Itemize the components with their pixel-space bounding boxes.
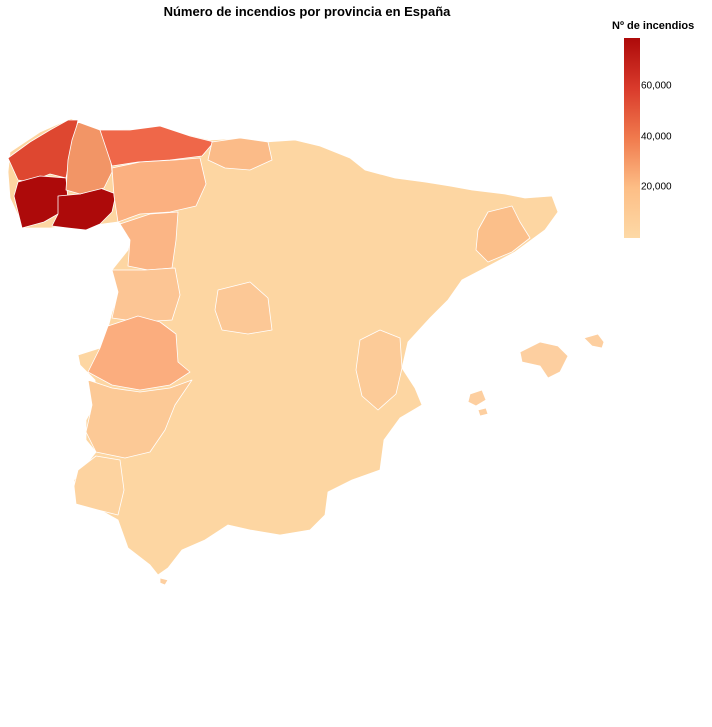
legend-tick-40000 xyxy=(640,137,644,138)
province-valencia xyxy=(355,329,403,411)
province-caceres xyxy=(87,315,191,391)
province-asturias xyxy=(99,125,215,167)
island-formentera xyxy=(477,407,489,417)
legend-title: Nº de incendios xyxy=(612,20,695,32)
province-salamanca xyxy=(111,267,181,323)
legend-tick-60000 xyxy=(640,86,644,87)
province-pontevedra xyxy=(13,175,69,229)
legend-tick-20000 xyxy=(640,187,644,188)
map-title: Número de incendios por provincia en Esp… xyxy=(163,4,451,19)
island-menorca xyxy=(583,333,605,349)
province-badajoz xyxy=(85,379,193,459)
province-zamora xyxy=(119,211,179,271)
province-huelva xyxy=(73,455,125,516)
province-cantabria xyxy=(207,137,273,171)
province-avila xyxy=(214,281,273,335)
legend-label-20000: 20,000 xyxy=(641,181,672,193)
island-small xyxy=(159,577,169,586)
legend-label-60000: 60,000 xyxy=(641,80,672,92)
island-ibiza xyxy=(467,389,487,407)
legend: Nº de incendios 60,000 40,000 20,000 xyxy=(612,20,712,250)
province-leon xyxy=(111,157,207,223)
island-mallorca xyxy=(519,341,569,379)
legend-color-bar xyxy=(624,38,640,238)
province-barcelona xyxy=(475,205,531,263)
legend-label-40000: 40,000 xyxy=(641,131,672,143)
